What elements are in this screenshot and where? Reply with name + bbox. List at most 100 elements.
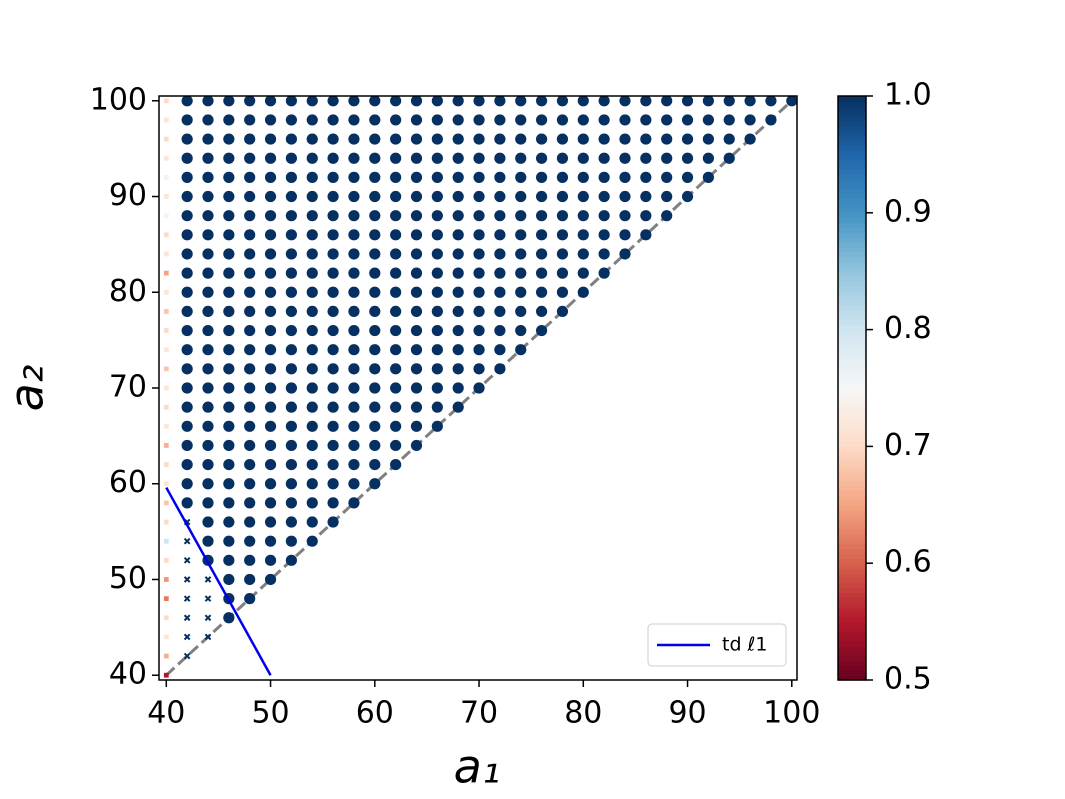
scatter-point	[598, 190, 610, 203]
scatter-point	[202, 497, 214, 509]
scatter-point	[369, 133, 381, 145]
scatter-point	[390, 363, 402, 375]
colorbar-segment	[838, 115, 866, 121]
legend-label: td ℓ1	[722, 634, 768, 656]
scatter-point	[452, 286, 464, 298]
colorbar-segment	[838, 534, 866, 540]
scatter-small	[163, 634, 169, 640]
y-tick-label: 100	[90, 82, 147, 117]
scatter-point	[181, 497, 193, 509]
y-tick-label: 70	[109, 370, 147, 405]
scatter-point	[223, 420, 235, 432]
scatter-point	[473, 344, 485, 356]
scatter-point	[390, 344, 402, 356]
scatter-point	[181, 152, 193, 164]
scatter-point	[181, 171, 193, 183]
scatter-point	[223, 439, 235, 452]
scatter-point	[285, 190, 297, 203]
scatter-point	[202, 152, 214, 164]
scatter-point	[327, 401, 339, 413]
scatter-point	[181, 478, 193, 490]
colorbar-segment	[838, 650, 866, 657]
scatter-point	[306, 516, 318, 528]
scatter-point	[410, 210, 423, 222]
scatter-point	[202, 363, 214, 375]
scatter-point	[619, 190, 631, 203]
scatter-point	[285, 229, 297, 241]
scatter-point	[264, 439, 277, 452]
scatter-point	[410, 420, 423, 432]
colorbar-segment	[838, 246, 866, 253]
scatter-point	[723, 96, 735, 107]
scatter-point	[202, 344, 214, 356]
x-tick-label: 50	[251, 696, 289, 731]
scatter-point	[473, 363, 485, 375]
scatter-point	[244, 152, 256, 164]
scatter-point	[702, 171, 714, 183]
scatter-point	[264, 420, 277, 432]
scatter-point	[431, 324, 443, 337]
scatter-small	[163, 155, 169, 161]
scatter-point	[619, 152, 631, 164]
scatter-small	[163, 615, 169, 621]
scatter-point	[202, 458, 214, 471]
scatter-point	[223, 535, 235, 547]
scatter-point	[202, 114, 214, 126]
scatter-point	[515, 286, 527, 298]
scatter-point	[369, 152, 381, 164]
scatter-point	[535, 286, 548, 298]
colorbar-segment	[838, 465, 866, 472]
scatter-point	[619, 114, 631, 126]
scatter-point	[390, 267, 402, 279]
scatter-point	[473, 324, 485, 337]
scatter-point	[473, 382, 485, 394]
scatter-point	[535, 305, 548, 318]
scatter-point	[306, 305, 318, 318]
scatter-point	[452, 324, 464, 337]
scatter-point	[264, 573, 277, 586]
colorbar-segment	[838, 378, 866, 384]
scatter-small	[163, 251, 169, 257]
colorbar-segment	[838, 100, 866, 107]
scatter-point	[264, 478, 277, 490]
scatter-point	[285, 324, 297, 337]
scatter-cross	[204, 595, 212, 602]
scatter-point	[327, 420, 339, 432]
colorbar-segment	[838, 149, 866, 155]
scatter-point	[390, 324, 402, 337]
colorbar-segment	[838, 227, 866, 233]
scatter-point	[619, 171, 631, 183]
colorbar-segment	[838, 641, 866, 647]
scatter-point	[390, 286, 402, 298]
colorbar-segment	[838, 407, 866, 413]
scatter-small	[163, 443, 169, 448]
scatter-point	[494, 324, 506, 337]
scatter-point	[244, 420, 256, 432]
scatter-point	[264, 324, 277, 337]
scatter-point	[494, 133, 506, 145]
scatter-point	[348, 114, 360, 126]
x-tick-label: 70	[460, 696, 498, 731]
scatter-point	[556, 286, 569, 298]
scatter-point	[369, 190, 381, 203]
scatter-cross	[183, 633, 191, 641]
scatter-point	[244, 210, 256, 222]
scatter-small	[163, 347, 169, 353]
scatter-point	[306, 210, 318, 222]
scatter-point	[306, 401, 318, 413]
scatter-point	[535, 96, 548, 107]
scatter-point	[223, 363, 235, 375]
scatter-point	[702, 133, 714, 145]
scatter-point	[223, 612, 235, 624]
colorbar-segment	[838, 451, 866, 457]
colorbar-segment	[838, 353, 866, 360]
scatter-small	[163, 289, 169, 295]
scatter-small	[163, 672, 169, 678]
scatter-point	[202, 420, 214, 432]
scatter-point	[515, 305, 527, 318]
scatter-point	[410, 363, 423, 375]
scatter-point	[348, 478, 360, 490]
scatter-point	[640, 133, 652, 145]
scatter-point	[244, 286, 256, 298]
